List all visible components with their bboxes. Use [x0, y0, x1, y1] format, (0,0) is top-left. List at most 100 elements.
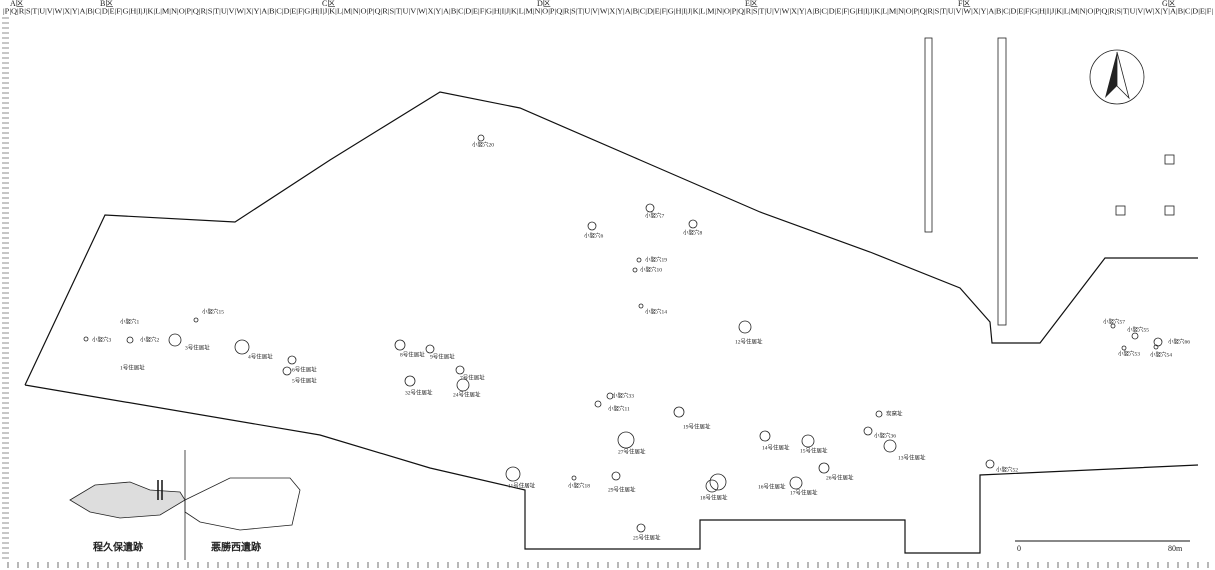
feature-label: 小竪穴20: [472, 140, 494, 148]
feature-outline: [84, 337, 88, 341]
feature-outline: [1132, 333, 1138, 339]
feature-label: 小竪穴36: [874, 431, 896, 439]
feature-label: 小竪穴8: [683, 228, 703, 236]
inset-map: 程久保遺跡 悪勝西遺跡: [70, 450, 300, 560]
feature-label: 19号住居址: [683, 422, 711, 430]
pit-square: [1165, 155, 1174, 164]
scale-label: 0: [1017, 544, 1021, 553]
feature-outline: [1122, 346, 1126, 350]
zone-label: G区: [1162, 0, 1176, 8]
feature-outline: [639, 304, 643, 308]
feature-label: 小竪穴6: [584, 231, 604, 239]
feature-label: 13号住居址: [898, 453, 926, 461]
feature-outline: [426, 345, 434, 353]
feature-label: 小竪穴15: [202, 307, 224, 315]
feature-label: 小竪穴3: [92, 335, 112, 343]
trench: [925, 38, 932, 232]
feature-label: 小竪穴18: [568, 481, 590, 489]
feature-outline: [127, 337, 133, 343]
feature-label: 14号住居址: [762, 443, 790, 451]
feature-label: 6号住居址: [292, 365, 317, 373]
rulers: [2, 18, 1208, 568]
feature-outline: [790, 477, 802, 489]
feature-label: 26号住居址: [826, 473, 854, 481]
feature-label: 32号住居址: [405, 388, 433, 396]
site-map: |P|Q|R|S|T|U|V|W|X|Y|A|B|C|D|E|F|G|H|I|J…: [0, 0, 1215, 570]
feature-label: 3号住居址: [185, 343, 210, 351]
feature-label: 小竪穴10: [640, 265, 662, 273]
feature-label: 16号住居址: [758, 482, 786, 490]
feature-outline: [283, 367, 291, 375]
feature-label: 小竪穴2: [140, 335, 160, 343]
zone-label: B区: [100, 0, 113, 8]
feature-outline: [612, 472, 620, 480]
feature-label: 小竪穴52: [996, 465, 1018, 473]
feature-label: 8号住居址: [400, 350, 425, 358]
feature-outline: [194, 318, 198, 322]
feature-outline: [706, 480, 718, 492]
feature-outline: [395, 340, 405, 350]
scale-label: 80m: [1168, 544, 1183, 553]
feature-label: 小竪穴1: [120, 317, 140, 325]
feature-outline: [595, 401, 601, 407]
feature-outline: [674, 407, 684, 417]
feature-label: 24号住居址: [453, 390, 481, 398]
feature-label: 小竪穴66: [1168, 337, 1190, 345]
feature-outline: [637, 524, 645, 532]
zone-label: E区: [745, 0, 758, 8]
feature-outline: [405, 376, 415, 386]
feature-label: 4号住居址: [248, 352, 273, 360]
zone-label: F区: [958, 0, 970, 8]
feature-outline: [689, 220, 697, 228]
feature-outline: [986, 460, 994, 468]
trench: [998, 38, 1006, 325]
feature-label: 小竪穴55: [1127, 325, 1149, 333]
feature-label: 小竪穴54: [1150, 350, 1172, 358]
feature-outline: [646, 204, 654, 212]
feature-outline: [618, 432, 634, 448]
feature-outline: [478, 135, 484, 141]
feature-label: 18号住居址: [700, 493, 728, 501]
feature-outline: [633, 268, 637, 272]
feature-outline: [876, 411, 882, 417]
feature-label: 炭窯址: [886, 409, 903, 417]
feature-label: 11号住居址: [508, 481, 536, 489]
feature-label: 小竪穴33: [612, 391, 634, 399]
north-arrow: [1090, 50, 1144, 104]
feature-label: 5号住居址: [292, 376, 317, 384]
feature-outline: [456, 366, 464, 374]
grid-letter-row: |P|Q|R|S|T|U|V|W|X|Y|A|B|C|D|E|F|G|H|I|J…: [3, 8, 1213, 16]
feature-label: 小竪穴53: [1118, 349, 1140, 357]
scale-bar: 0 80m: [1015, 541, 1190, 553]
feature-label: 12号住居址: [735, 337, 763, 345]
feature-label: 小竪穴57: [1103, 317, 1125, 325]
feature-outline: [819, 463, 829, 473]
zone-label: C区: [322, 0, 335, 8]
site-boundary: [25, 92, 1198, 553]
pit-square: [1165, 206, 1174, 215]
feature-label: 9号住居址: [430, 352, 455, 360]
feature-label: 15号住居址: [800, 446, 828, 454]
feature-outline: [288, 356, 296, 364]
feature-label: 小竪穴11: [608, 404, 630, 412]
feature-label: 1号住居址: [120, 363, 145, 371]
feature-outline: [884, 440, 896, 452]
feature-label: 29号住居址: [608, 485, 636, 493]
feature-label: 27号住居址: [618, 447, 646, 455]
feature-outline: [739, 321, 751, 333]
feature-label: 小竪穴7: [645, 211, 665, 219]
feature-label: 小竪穴14: [645, 307, 667, 315]
feature-outline: [572, 476, 576, 480]
zone-label: A区: [10, 0, 24, 8]
feature-outline: [864, 427, 872, 435]
pit-square: [1116, 206, 1125, 215]
feature-outline: [506, 467, 520, 481]
feature-label: 17号住居址: [790, 488, 818, 496]
feature-outline: [802, 435, 814, 447]
feature-outline: [760, 431, 770, 441]
feature-label: 小竪穴19: [645, 255, 667, 263]
inset-label: 悪勝西遺跡: [211, 540, 261, 553]
feature-outline: [169, 334, 181, 346]
feature-outline: [235, 340, 249, 354]
feature-outline: [588, 222, 596, 230]
